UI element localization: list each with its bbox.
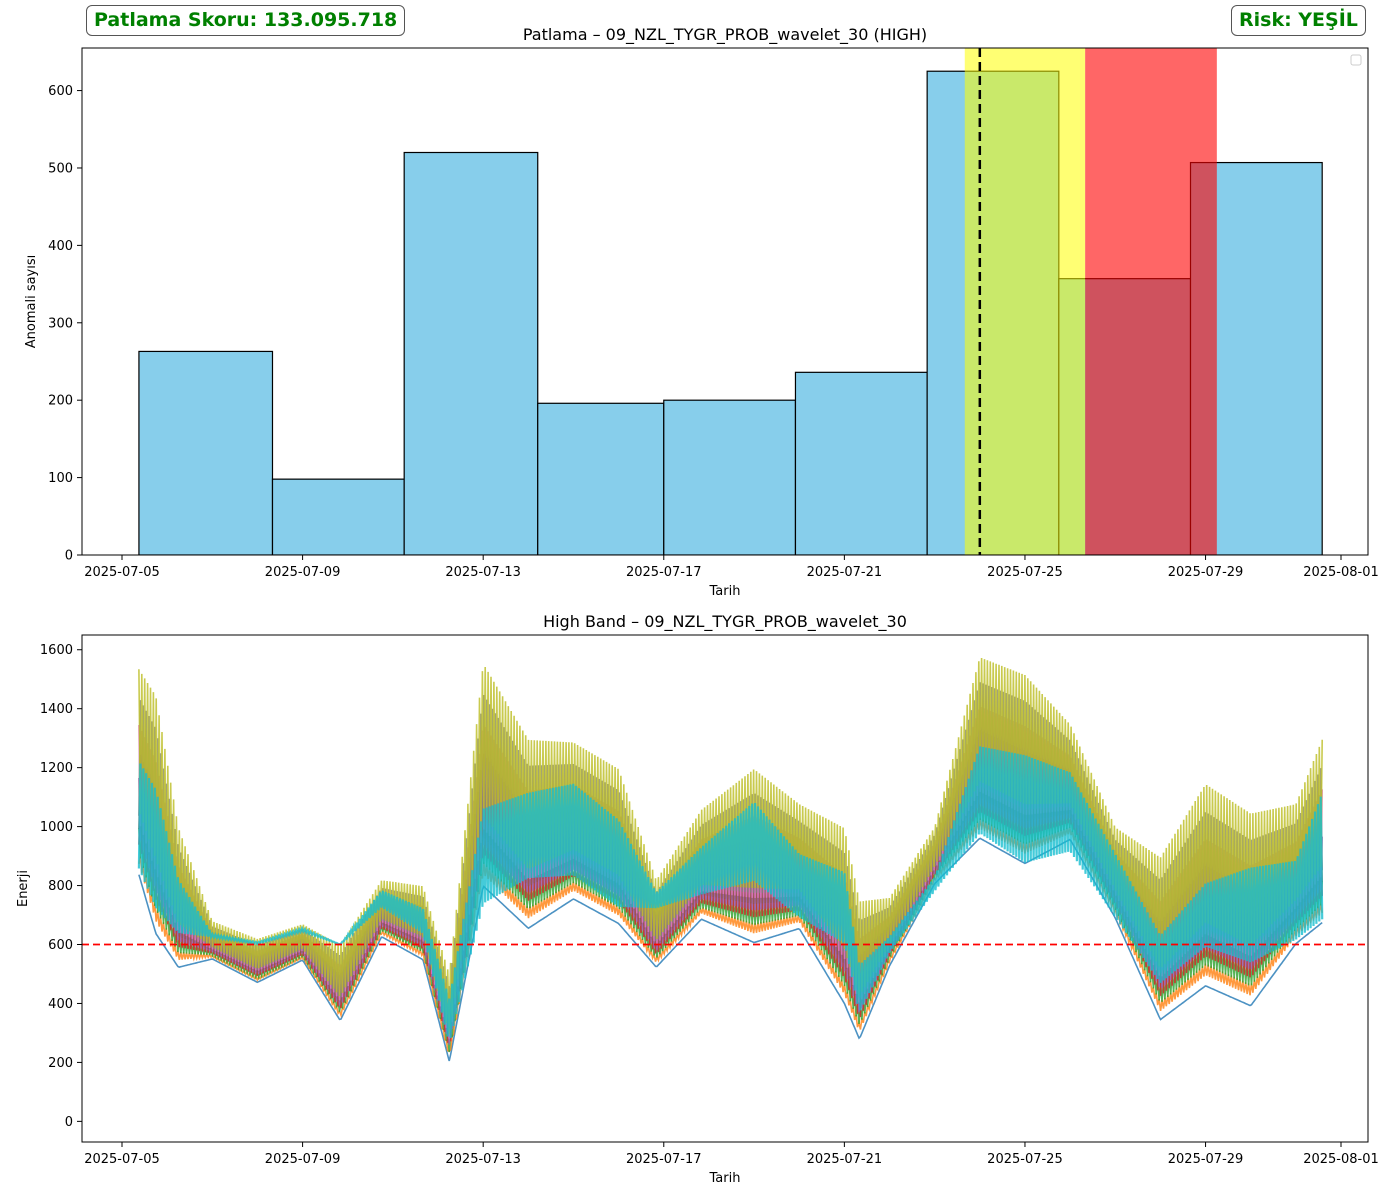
y-tick-label: 600 [48, 938, 73, 953]
axes-frame [81, 634, 1369, 1143]
x-tick-label: 2025-07-09 [265, 565, 341, 580]
energy-series-line [138, 837, 1323, 1062]
y-tick-label: 1600 [40, 643, 73, 658]
band-plot [77, 634, 1369, 1147]
x-tick-label: 2025-07-05 [84, 1152, 160, 1167]
y-axis-label: Enerji [16, 870, 31, 907]
x-tick-label: 2025-07-29 [1168, 1152, 1244, 1167]
x-tick-label: 2025-07-09 [265, 1152, 341, 1167]
y-tick-label: 0 [65, 1115, 73, 1130]
risk-badge: Risk: YEŞİL [1231, 5, 1366, 36]
y-tick-label: 400 [48, 239, 73, 254]
x-tick-label: 2025-07-21 [807, 1152, 883, 1167]
x-tick-label: 2025-08-01 [1303, 565, 1379, 580]
y-tick-label: 1200 [40, 761, 73, 776]
x-tick-label: 2025-07-13 [445, 565, 521, 580]
score-badge: Patlama Skoru: 133.095.718 [86, 5, 406, 36]
x-tick-label: 2025-07-13 [445, 1152, 521, 1167]
y-tick-label: 600 [48, 84, 73, 99]
histogram-bar [138, 350, 274, 555]
y-tick-label: 1400 [40, 702, 73, 717]
x-axis-label: Tarih [709, 1171, 741, 1186]
plot-area [138, 48, 1323, 555]
x-tick-label: 2025-07-17 [626, 565, 702, 580]
x-tick-label: 2025-07-21 [807, 565, 883, 580]
legend-box [1350, 54, 1362, 66]
y-tick-label: 300 [48, 316, 73, 331]
y-tick-label: 800 [48, 879, 73, 894]
y-axis-label: Anomali sayısı [24, 255, 39, 349]
y-tick-label: 0 [65, 549, 73, 564]
risk-window-span [1085, 48, 1217, 555]
y-tick-label: 400 [48, 997, 73, 1012]
x-tick-label: 2025-07-25 [987, 1152, 1063, 1167]
histogram-bar [537, 402, 665, 555]
x-axis-label: Tarih [709, 584, 741, 599]
histogram-bar [794, 371, 928, 555]
histogram-bar [403, 151, 539, 555]
y-tick-label: 200 [48, 1056, 73, 1071]
x-tick-label: 2025-07-25 [987, 565, 1063, 580]
y-tick-label: 100 [48, 471, 73, 486]
histogram-bar [663, 399, 797, 555]
x-tick-label: 2025-07-17 [626, 1152, 702, 1167]
x-tick-label: 2025-07-29 [1168, 565, 1244, 580]
axes-frame [81, 47, 1369, 556]
plot-area [82, 657, 1368, 1062]
risk-window-span [964, 48, 1086, 555]
energy-series-line [137, 746, 1324, 1038]
histogram-bar [271, 478, 405, 555]
y-tick-label: 500 [48, 161, 73, 176]
chart-title: Patlama – 09_NZL_TYGR_PROB_wavelet_30 (H… [523, 25, 927, 45]
y-tick-label: 1000 [40, 820, 73, 835]
x-tick-label: 2025-08-01 [1303, 1152, 1379, 1167]
y-tick-label: 200 [48, 394, 73, 409]
x-tick-label: 2025-07-05 [84, 565, 160, 580]
chart-title: High Band – 09_NZL_TYGR_PROB_wavelet_30 [543, 612, 907, 632]
histogram-plot [77, 47, 1369, 560]
